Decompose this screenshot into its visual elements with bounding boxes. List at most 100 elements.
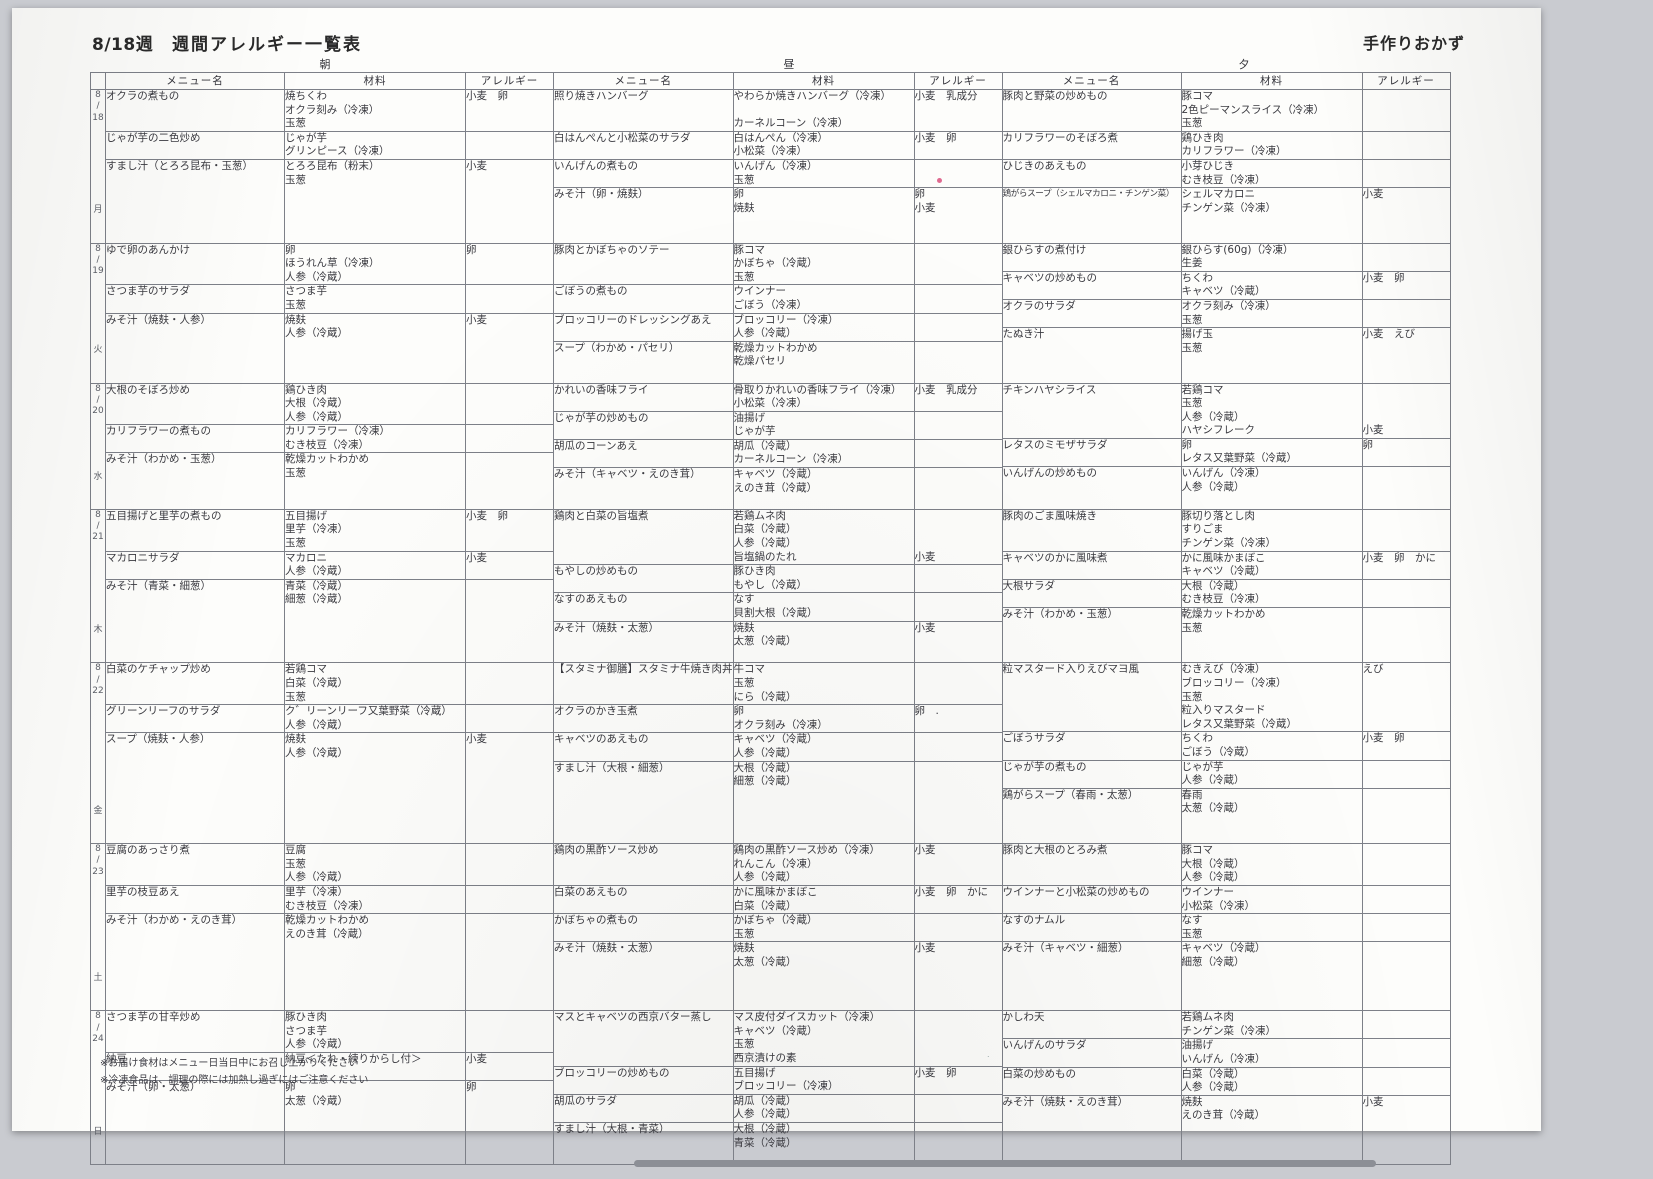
cell-filler [734,789,914,843]
table-row: 8/22 金白菜のケチャップ炒め グリーンリーフのサラダ スープ（焼麸・人参） 若鶏コマ… [90,662,1451,845]
dish-name: グリーンリーフのサラダ [106,705,284,734]
header-dinner-alg: アレルギー [1361,72,1451,90]
dinner-material-cell: 豚切り落とし肉 すりごま チンゲン菜（冷凍） かに風味かまぼこ キャベツ（冷蔵） 大根（冷… [1180,508,1363,664]
dish-allergens: 小麦 卵 かに [1362,552,1450,580]
cell-filler [106,341,284,382]
day-month: 8 [95,90,101,100]
dish-allergens [466,425,553,454]
footer-note-1: ※お届け食材はメニュー日当日中にお召し上がりください [100,1058,359,1069]
cell-filler [1182,215,1362,242]
dinner-allergy-cell: 小麦 [1361,89,1451,244]
table-row: 8/21 木五目揚げと里芋の煮もの マカロニサラダ みそ汁（青菜・細葱） 五目揚げ 里芋（… [90,508,1451,664]
dinner-material-cell: 銀ひらす(60g)（冷凍） 生姜 ちくわ キャベツ（冷蔵） オクラ刻み（冷凍） 玉葱 揚げ玉… [1180,242,1363,384]
dish-allergens [1362,300,1450,329]
cell-filler [466,761,553,843]
dish-materials: 大根（冷蔵） 青菜（冷蔵） [733,1123,797,1149]
dish-name: カリフラワーのそぼろ煮 [1002,132,1181,160]
lunch-allergy-cell: 卵 . [913,662,1003,845]
morning-material-cell: 豆腐 玉葱 人参（冷蔵） 里芋（冷凍） むき枝豆（冷凍） 乾燥カットわかめ えのき茸（冷蔵） [284,843,466,1012]
cell-filler [734,369,914,383]
dish-materials: ちくわ ごぼう（冷蔵） [1181,732,1362,761]
dish-allergens [1362,90,1450,132]
dish-materials: 乾燥カットわかめ 玉葱 [1181,608,1266,634]
dish-allergens [1362,160,1450,189]
dish-allergens: 卵 . [914,705,1002,734]
cell-filler [915,369,1002,383]
dish-name: オクラの煮もの [106,90,284,132]
dish-materials: 胡瓜（冷蔵） 人参（冷蔵） [733,1095,914,1124]
dish-name: 五目揚げと里芋の煮もの [106,510,284,552]
dish-materials: じゃが芋 人参（冷蔵） [1181,761,1362,789]
lunch-menu-cell: 鶏肉と白菜の旨塩煮 もやしの炒めもの なすのあえもの みそ汁（焼麸・太葱） [553,508,734,664]
dish-allergens [466,844,553,886]
dish-name: レタスのミモザサラダ [1002,439,1181,468]
dish-materials: やわらか焼きハンバーグ（冷凍） カーネルコーン（冷凍） [733,90,914,132]
dish-name: みそ汁（焼麸・えのき茸） [1002,1095,1129,1108]
dish-materials: 骨取りかれいの香味フライ（冷凍） 小松菜（冷凍） [733,384,914,412]
lunch-menu-cell: 豚肉とかぼちゃのソテー ごぼうの煮もの ブロッコリーのドレッシングあえ スープ（わかめ… [553,242,734,384]
dish-materials: 銀ひらす(60g)（冷凍） 生姜 [1181,244,1362,272]
dish-allergens [914,412,1002,440]
dish-name: スープ（焼麸・人参） [106,733,211,746]
dish-materials: オクラ刻み（冷凍） 玉葱 [1181,300,1362,329]
day-cell: 8/21 木 [90,508,106,664]
day-slash: / [96,394,100,405]
dish-allergens: 小麦 [466,552,553,580]
day-number: 18 [92,112,104,123]
cell-filler [285,941,465,1009]
morning-material-cell: 焼ちくわ オクラ刻み（冷凍） 玉葱 じゃが芋 グリンピース（冷凍） とろろ昆布（粉末） 玉葱 [284,89,466,244]
dish-materials: 豚コマ かぼちゃ（冷蔵） 玉葱 [733,244,914,286]
dish-materials: 青菜（冷蔵） 細葱（冷蔵） [285,579,348,606]
dish-materials: ウインナー 小松菜（冷凍） [1181,886,1362,915]
day-of-week: 木 [93,625,103,636]
dish-allergens: 小麦 [914,510,1002,566]
cell-filler [466,607,553,661]
lunch-allergy-cell: 小麦 乳成分 小麦 卵 卵小麦 [913,89,1003,244]
dish-name: いんげんの煮もの [554,160,733,189]
dish-allergens: 小麦 卵 [1362,732,1450,761]
cell-filler [1363,1123,1450,1164]
dish-materials: 乾燥カットわかめ 乾燥パセリ [733,341,818,368]
lunch-allergy-cell [913,242,1003,384]
cell-filler [106,607,284,661]
cell-filler [1003,816,1181,843]
dish-name: みそ汁（卵・焼麸） [554,188,649,201]
dish-allergens [1362,844,1450,886]
dish-allergens: 小麦 [466,733,487,746]
dish-allergens [466,705,553,734]
dish-allergens: 小麦 [466,313,487,326]
cell-filler [106,761,284,843]
cell-filler [466,341,553,382]
dish-allergens: 小麦 卵 かに [914,886,1002,915]
dish-materials: ウインナー ごぼう（冷凍） [733,285,914,314]
dish-allergens [466,453,553,480]
dish-name: かぼちゃの煮もの [554,914,733,943]
morning-menu-cell: ゆで卵のあんかけ さつま芋のサラダ みそ汁（焼麸・人参） [105,242,285,384]
dish-materials: 若鶏コマ 白菜（冷蔵） 玉葱 [285,663,465,706]
cell-filler [554,495,733,509]
dinner-allergy-cell [1361,843,1451,1012]
dish-materials: いんげん（冷凍） 人参（冷蔵） [1181,467,1266,493]
dish-name: 白菜のケチャップ炒め [106,663,284,706]
dish-allergens: 卵小麦 [914,188,936,214]
dish-name: ウインナーと小松菜の炒めもの [1002,886,1181,915]
dish-name: 白菜の炒めもの [1002,1068,1181,1096]
morning-menu-cell: 大根のそぼろ炒め カリフラワーの煮もの みそ汁（わかめ・玉葱） [105,382,285,510]
dish-allergens [466,132,553,160]
cell-filler [734,495,914,509]
cell-filler [106,1108,284,1162]
cell-filler [554,215,733,242]
dish-name: みそ汁（キャベツ・細葱） [1002,942,1129,955]
dish-materials: 大根（冷蔵） 細葱（冷蔵） [733,761,797,788]
dish-name: すまし汁（大根・細葱） [554,761,670,774]
morning-material-cell: 鶏ひき肉 大根（冷蔵） 人参（冷蔵） カリフラワー（冷凍） むき枝豆（冷凍） 乾燥カットわ… [284,382,466,510]
dish-allergens [914,1011,1002,1067]
morning-allergy-cell: 小麦 卵 小麦 [465,89,554,244]
day-month: 8 [95,1011,101,1022]
horizontal-scrollbar-thumb[interactable] [634,1160,1376,1167]
dish-materials: 揚げ玉 玉葱 [1181,328,1214,354]
dinner-menu-cell: 銀ひらすの煮付け キャベツの炒めもの オクラのサラダ たぬき汁 [1001,242,1182,384]
lunch-menu-cell: マスとキャベツの西京バター蒸し ブロッコリーの炒めもの 胡瓜のサラダ すまし汁（大根・… [553,1010,734,1165]
morning-material-cell: 豚ひき肉 さつま芋 人参（冷蔵） 納豆＜たれ・練りからし付＞卵太葱（冷蔵） [284,1010,466,1165]
dish-materials: 焼麸 人参（冷蔵） [285,733,348,759]
